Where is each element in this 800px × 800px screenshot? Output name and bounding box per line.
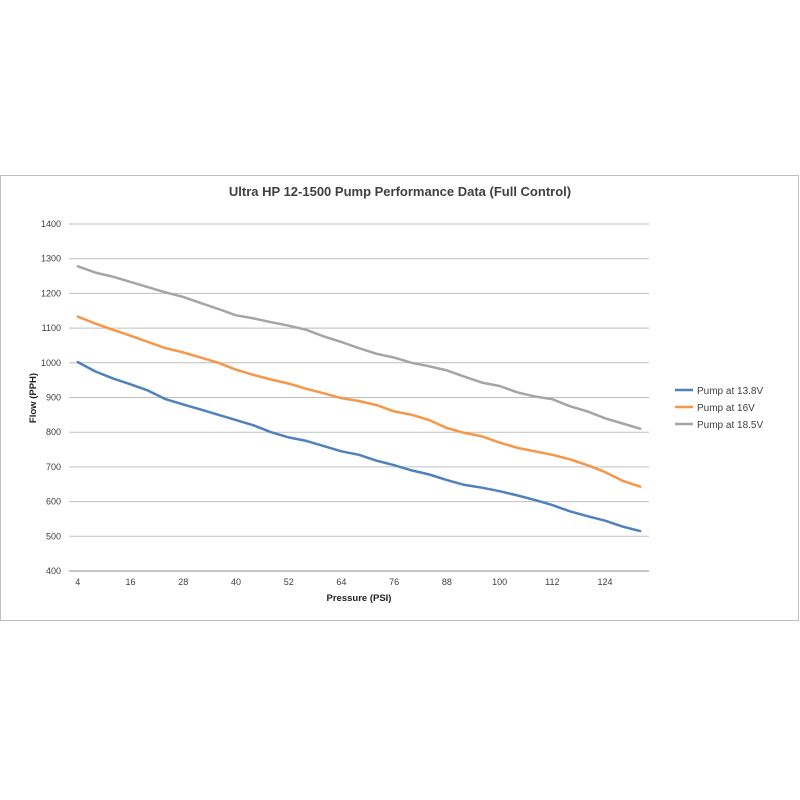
chart-canvas: Ultra HP 12-1500 Pump Performance Data (… bbox=[28, 184, 763, 604]
x-tick-label: 88 bbox=[442, 577, 452, 587]
y-tick-label: 700 bbox=[46, 462, 61, 472]
y-tick-labels: 400 500 600 700 800 900 1000 1100 1200 1300 1400 bbox=[41, 219, 61, 576]
legend-label-3: Pump at 18.5V bbox=[697, 420, 763, 431]
y-tick-label: 1000 bbox=[41, 358, 61, 368]
y-tick-label: 900 bbox=[46, 393, 61, 403]
x-tick-label: 16 bbox=[126, 577, 136, 587]
series-line-2 bbox=[76, 315, 642, 488]
y-axis-label: Flow (PPH) bbox=[28, 373, 39, 423]
x-tick-label: 100 bbox=[492, 577, 507, 587]
legend: Pump at 13.8V Pump at 16V Pump at 18.5V bbox=[675, 386, 763, 431]
x-tick-label: 28 bbox=[178, 577, 188, 587]
x-tick-labels: 4 16 28 40 52 64 76 88 100 112 124 bbox=[75, 577, 612, 587]
legend-label-1: Pump at 13.8V bbox=[697, 386, 763, 397]
y-tick-label: 500 bbox=[46, 531, 61, 541]
x-axis-label: Pressure (PSI) bbox=[327, 593, 392, 604]
series-lines bbox=[76, 265, 642, 533]
x-tick-label: 64 bbox=[336, 577, 346, 587]
chart-frame: Ultra HP 12-1500 Pump Performance Data (… bbox=[0, 175, 799, 621]
y-tick-label: 600 bbox=[46, 497, 61, 507]
y-tick-label: 1300 bbox=[41, 254, 61, 264]
chart-title: Ultra HP 12-1500 Pump Performance Data (… bbox=[229, 184, 571, 199]
x-tick-label: 4 bbox=[75, 577, 80, 587]
x-tick-label: 76 bbox=[389, 577, 399, 587]
legend-label-2: Pump at 16V bbox=[697, 403, 755, 414]
series-line-3 bbox=[76, 265, 642, 430]
gridlines bbox=[69, 223, 649, 537]
y-tick-label: 1400 bbox=[41, 219, 61, 229]
x-tick-label: 124 bbox=[598, 577, 613, 587]
y-tick-label: 800 bbox=[46, 427, 61, 437]
y-tick-label: 400 bbox=[46, 566, 61, 576]
y-tick-label: 1200 bbox=[41, 288, 61, 298]
y-tick-label: 1100 bbox=[42, 323, 61, 333]
x-tick-label: 112 bbox=[545, 577, 559, 587]
series-line-1 bbox=[76, 360, 642, 533]
x-tick-label: 52 bbox=[284, 577, 294, 587]
x-tick-label: 40 bbox=[231, 577, 241, 587]
